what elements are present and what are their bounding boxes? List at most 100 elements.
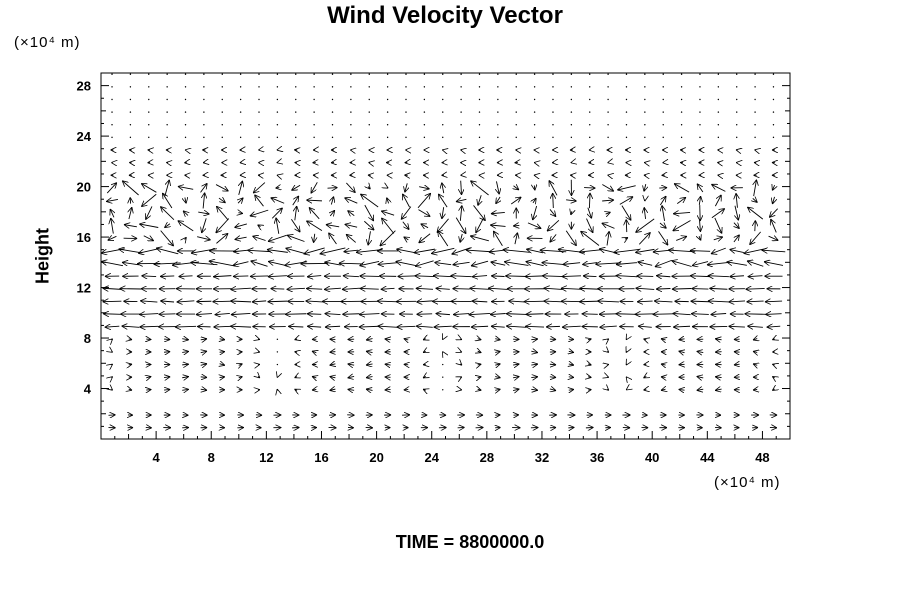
vector-arrow — [324, 288, 341, 289]
vector-arrow — [747, 207, 764, 220]
vector-arrow — [164, 224, 170, 228]
vector-point — [295, 111, 297, 113]
vector-point — [570, 136, 573, 139]
vector-arrow — [753, 339, 757, 340]
x-tick-label: 8 — [208, 450, 215, 465]
vector-point — [221, 124, 223, 126]
vector-arrow — [550, 234, 557, 242]
vector-arrow — [436, 313, 450, 314]
vector-arrow — [673, 212, 691, 213]
vector-arrow — [220, 377, 225, 378]
vector-arrow — [276, 218, 279, 234]
vector-arrow — [146, 206, 153, 219]
vector-point — [221, 98, 223, 101]
vector-arrow — [534, 185, 535, 190]
vector-point — [754, 124, 756, 126]
vector-point — [166, 111, 168, 113]
vector-point — [717, 124, 720, 126]
vector-point — [736, 98, 738, 101]
vector-arrow — [292, 196, 299, 206]
vector-arrow — [238, 198, 243, 203]
vector-arrow — [626, 219, 627, 233]
vector-arrow — [129, 389, 132, 390]
vector-arrow — [470, 181, 489, 196]
vector-arrow — [103, 314, 121, 315]
vector-arrow — [378, 326, 398, 327]
vector-arrow — [294, 352, 297, 353]
vector-arrow — [366, 339, 373, 341]
vector-point — [570, 111, 573, 113]
vector-arrow — [626, 364, 627, 365]
vector-arrow — [178, 221, 194, 232]
vector-arrow — [307, 326, 322, 327]
vector-arrow — [471, 326, 489, 327]
vector-point — [221, 86, 223, 88]
vector-arrow — [692, 261, 709, 266]
vector-arrow — [711, 247, 726, 254]
vector-point — [184, 136, 187, 139]
vector-arrow — [402, 221, 409, 230]
vector-arrow — [460, 339, 462, 340]
vector-point — [552, 98, 554, 101]
vector-arrow — [330, 364, 336, 365]
vector-arrow — [294, 389, 297, 390]
vector-arrow — [754, 180, 757, 197]
vector-arrow — [540, 250, 567, 252]
vector-point — [295, 124, 297, 126]
vector-point — [239, 86, 242, 88]
vector-point — [772, 111, 775, 113]
vector-point — [478, 124, 481, 126]
vector-arrow — [637, 301, 653, 302]
vector-arrow — [108, 236, 117, 240]
vector-arrow — [616, 314, 638, 315]
vector-arrow — [201, 389, 207, 390]
vector-arrow — [122, 326, 140, 327]
vector-arrow — [542, 276, 564, 277]
vector-arrow — [200, 183, 208, 193]
vector-arrow — [253, 182, 266, 194]
vector-arrow — [111, 218, 114, 234]
vector-arrow — [709, 288, 728, 289]
vector-point — [680, 98, 683, 101]
vector-arrow — [197, 237, 211, 240]
vector-point — [350, 111, 352, 113]
vector-arrow — [569, 377, 574, 378]
x-tick-label: 4 — [153, 450, 161, 465]
vector-arrow — [320, 247, 346, 254]
vector-arrow — [339, 263, 363, 264]
vector-point — [680, 73, 683, 75]
vector-arrow — [404, 339, 408, 340]
vector-arrow — [531, 364, 538, 365]
vector-arrow — [396, 261, 417, 267]
vector-point — [736, 136, 738, 139]
vector-point — [129, 124, 132, 126]
vector-arrow — [606, 212, 611, 214]
vector-point — [442, 124, 444, 126]
vector-arrow — [178, 186, 194, 189]
vector-arrow — [472, 276, 488, 277]
vector-arrow — [404, 237, 409, 240]
vector-arrow — [348, 376, 355, 377]
vector-arrow — [200, 377, 207, 378]
vector-point — [350, 98, 352, 101]
vector-arrow — [478, 389, 482, 390]
vector-arrow — [635, 249, 655, 252]
vector-arrow — [105, 326, 120, 327]
vector-arrow — [470, 236, 489, 242]
vector-point — [276, 86, 279, 88]
vector-arrow — [478, 377, 482, 378]
vector-arrow — [156, 248, 179, 255]
vector-arrow — [491, 276, 505, 277]
vector-arrow — [215, 313, 230, 314]
vector-arrow — [401, 206, 412, 220]
vector-arrow — [597, 301, 619, 302]
vector-arrow — [504, 262, 529, 266]
vector-arrow — [715, 377, 722, 378]
vector-arrow — [106, 183, 117, 194]
vector-point — [331, 111, 334, 113]
vector-arrow — [111, 364, 112, 365]
vector-point — [166, 98, 168, 101]
vector-arrow — [385, 364, 391, 365]
